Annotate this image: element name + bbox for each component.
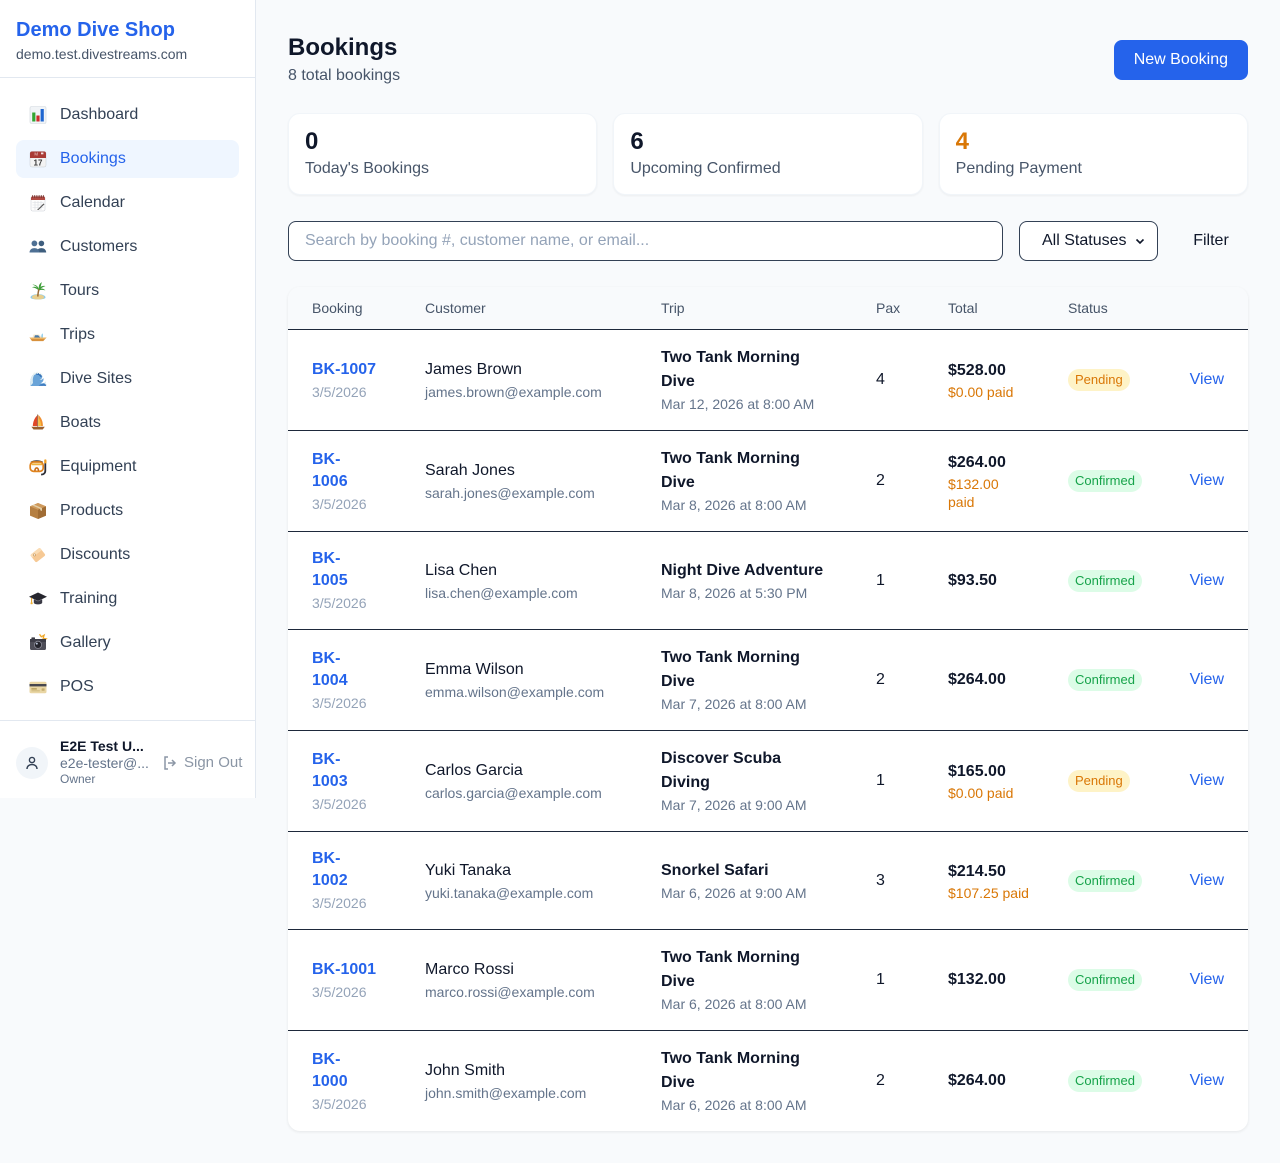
- svg-text:M: M: [34, 152, 38, 157]
- svg-text:17: 17: [34, 158, 43, 167]
